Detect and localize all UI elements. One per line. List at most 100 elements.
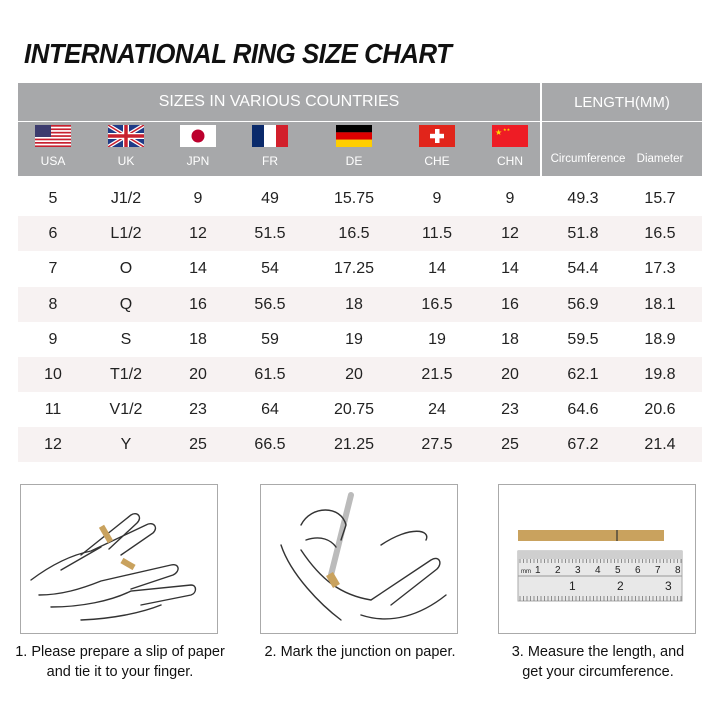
table-cell: 14	[501, 260, 519, 278]
country-fr: FR	[235, 122, 305, 168]
page-title: INTERNATIONAL RING SIZE CHART	[24, 38, 452, 69]
ruler-tick-label: 1	[535, 565, 541, 576]
table-cell: 51.5	[254, 225, 286, 243]
table-cell: 20	[345, 366, 363, 383]
table-cell: 9	[505, 190, 515, 207]
table-cell: 19.8	[644, 366, 676, 383]
table-cell: V1/2	[109, 401, 143, 419]
ruler-tick-label: 5	[615, 565, 621, 576]
table-cell: T1/2	[109, 366, 143, 383]
ruler-inch-label: 2	[617, 579, 624, 593]
table-cell: 14	[189, 260, 207, 278]
ruler-inch-label: 3	[665, 579, 672, 593]
step-1-line-2: and tie it to your finger.	[46, 664, 194, 680]
table-row: 11 V1/2 23 64 20.75 24 23 64.6 20.6	[18, 392, 702, 427]
country-code: FR	[262, 154, 278, 168]
country-chn: ★ ★★ CHN	[475, 122, 545, 168]
germany-flag-icon	[336, 125, 372, 147]
uk-flag-icon	[108, 125, 144, 147]
ruler-tick-label: 7	[655, 565, 661, 576]
length-header: LENGTH(MM)	[542, 83, 702, 121]
table-cell: J1/2	[110, 190, 142, 207]
country-de: DE	[319, 122, 389, 168]
table-cell: 64	[261, 401, 279, 419]
table-cell: 19	[428, 330, 446, 348]
country-code: USA	[40, 154, 66, 168]
table-cell: 19	[345, 330, 363, 348]
table-row: 6 L1/2 12 51.5 16.5 11.5 12 51.8 16.5	[18, 216, 702, 252]
table-cell: 14	[428, 260, 446, 278]
sizes-header: SIZES IN VARIOUS COUNTRIES	[18, 83, 540, 121]
country-code: DE	[345, 154, 363, 168]
table-cell: 59.5	[567, 330, 599, 348]
table-cell: 16.5	[421, 295, 453, 313]
ruler-tick-label: 6	[635, 565, 641, 576]
table-cell: L1/2	[110, 225, 142, 243]
step-3-illustration: 1 2 3 4 5 6 7 8 1 2 3 mm	[498, 484, 696, 634]
table-row: 9 S 18 59 19 19 18 59.5 18.9	[18, 322, 702, 357]
table-cell: 64.6	[567, 401, 599, 419]
table-cell: O	[119, 260, 133, 278]
table-cell: 20	[501, 366, 519, 383]
table-cell: 54	[261, 260, 279, 278]
step-3-caption: 3. Measure the length, and get your circ…	[476, 642, 720, 682]
table-cell: Y	[120, 436, 132, 454]
table-cell: 23	[501, 401, 519, 419]
country-jpn: JPN	[163, 122, 233, 168]
china-flag-icon: ★ ★★	[492, 125, 528, 147]
table-row: 8 Q 16 56.5 18 16.5 16 56.9 18.1	[18, 286, 702, 322]
country-code: CHE	[424, 154, 450, 168]
table-cell: 7	[48, 260, 58, 278]
table-cell: 18	[501, 330, 519, 348]
table-cell: 59	[261, 330, 279, 348]
paper-strip	[518, 530, 664, 541]
table-cell: 11.5	[422, 225, 452, 243]
table-row: 10 T1/2 20 61.5 20 21.5 20 62.1 19.8	[18, 357, 702, 392]
table-cell: 8	[48, 295, 58, 313]
table-cell: 10	[44, 366, 62, 383]
table-cell: S	[120, 330, 132, 348]
table-cell: 24	[428, 401, 446, 419]
table-cell: 9	[48, 330, 58, 348]
table-cell: 16.5	[338, 225, 370, 243]
ruler-inch-label: 1	[569, 579, 576, 593]
step-1-line-1: 1. Please prepare a slip of paper	[15, 644, 225, 660]
table-cell: 49.3	[567, 190, 599, 207]
table-cell: 62.1	[567, 366, 599, 383]
ruler-tick-label: 8	[675, 565, 681, 576]
step-2-line-1: 2. Mark the junction on paper.	[264, 644, 456, 660]
table-cell: 21.25	[333, 436, 375, 454]
svg-text:★★: ★★	[503, 127, 511, 132]
table-cell: 23	[189, 401, 207, 419]
circumference-label: Circumference	[550, 153, 626, 165]
table-cell: 25	[501, 436, 519, 454]
step-3-line-1: 3. Measure the length, and	[511, 644, 685, 660]
hand-marking-pen-icon	[280, 492, 447, 621]
table-cell: 9	[193, 190, 203, 207]
table-cell: 18	[189, 330, 207, 348]
table-cell: 51.8	[567, 225, 599, 243]
country-code: JPN	[186, 154, 210, 168]
table-cell: 18	[345, 295, 363, 313]
hand-with-paper-icon	[30, 513, 197, 621]
ruler-tick-label: 4	[595, 565, 601, 576]
table-cell: 5	[48, 190, 58, 207]
japan-flag-icon	[180, 125, 216, 147]
table-row: 5 J1/2 9 49 15.75 9 9 49.3 15.7	[18, 181, 702, 216]
table-cell: 18.9	[644, 330, 676, 348]
country-flags-row: USA UK JPN FR DE CHE ★ ★★ CHN	[18, 122, 540, 176]
table-cell: 67.2	[567, 436, 599, 454]
country-code: UK	[117, 154, 135, 168]
table-cell: 21.5	[421, 366, 453, 383]
table-row: 12 Y 25 66.5 21.25 27.5 25 67.2 21.4	[18, 427, 702, 463]
table-cell: 54.4	[567, 260, 599, 278]
table-cell: 18.1	[644, 295, 676, 313]
table-cell: Q	[119, 295, 133, 313]
us-flag-icon	[35, 125, 71, 147]
france-flag-icon	[252, 125, 288, 147]
ruler-tick-label: 2	[555, 565, 561, 576]
table-cell: 16.5	[644, 225, 676, 243]
country-che: CHE	[402, 122, 472, 168]
country-usa: USA	[18, 122, 88, 168]
country-code: CHN	[497, 154, 523, 168]
